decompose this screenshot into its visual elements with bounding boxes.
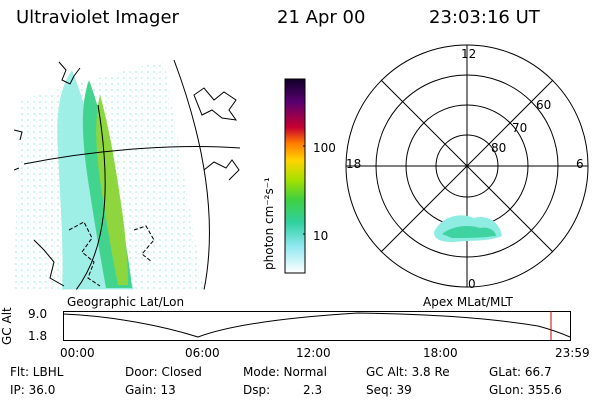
colorbar-label: photon cm⁻²s⁻¹	[262, 177, 276, 270]
gc-alt-status: GC Alt: 3.8 Re	[366, 365, 450, 379]
filter-status: Flt: LBHL	[10, 365, 64, 379]
xtick-2359: 23:59	[555, 346, 590, 360]
altitude-ytick-high: 9.0	[28, 307, 48, 321]
polar-label-6: 6	[576, 157, 584, 171]
xtick-0000: 00:00	[60, 346, 95, 360]
diagonal-2	[380, 79, 554, 253]
map-caption: Geographic Lat/Lon	[67, 295, 185, 309]
altitude-curve	[63, 312, 571, 338]
app-title: Ultraviolet Imager	[16, 7, 179, 28]
polar-lat-60: 60	[536, 98, 552, 112]
dsp-label: Dsp:	[243, 383, 271, 397]
dsp-value: 2.3	[303, 383, 323, 397]
colorbar	[284, 78, 306, 274]
gain-status: Gain: 13	[125, 383, 176, 397]
polar-label-18: 18	[346, 157, 362, 171]
polar-lat-80: 80	[491, 141, 507, 155]
xtick-1200: 12:00	[296, 346, 331, 360]
coastline-west	[14, 129, 23, 171]
coastline-scandinavia	[203, 159, 240, 181]
xtick-1800: 18:00	[423, 346, 458, 360]
date-label: 21 Apr 00	[277, 7, 366, 28]
altitude-plot	[63, 311, 571, 341]
polar-lat-70: 70	[512, 121, 528, 135]
coastline-east	[193, 87, 238, 121]
mode-status: Mode: Normal	[243, 365, 327, 379]
coastline-sw	[33, 239, 65, 287]
door-status: Door: Closed	[125, 365, 202, 379]
time-label: 23:03:16 UT	[429, 7, 540, 28]
altitude-ytick-low: 1.8	[28, 329, 48, 343]
glon-status: GLon: 355.6	[489, 383, 562, 397]
auroral-oval-core	[442, 226, 496, 238]
colorbar-tick-10: 10	[313, 229, 329, 243]
auroral-band-core	[96, 95, 128, 285]
seq-status: Seq: 39	[366, 383, 412, 397]
polar-plot	[345, 44, 589, 288]
ip-status: IP: 36.0	[10, 383, 56, 397]
geographic-map	[14, 59, 252, 290]
xtick-0600: 06:00	[185, 346, 220, 360]
colorbar-tick-100: 100	[313, 141, 336, 155]
latitude-line	[23, 146, 241, 165]
glat-status: GLat: 66.7	[489, 365, 552, 379]
coastline-south	[68, 221, 155, 287]
coastline-north	[58, 61, 81, 85]
meridian-west	[75, 104, 106, 290]
polar-label-0: 0	[468, 277, 476, 291]
altitude-ylabel: GC Alt	[0, 307, 14, 345]
polar-label-12: 12	[461, 47, 477, 61]
polar-caption: Apex MLat/MLT	[423, 295, 513, 309]
meridian-east	[173, 59, 210, 290]
